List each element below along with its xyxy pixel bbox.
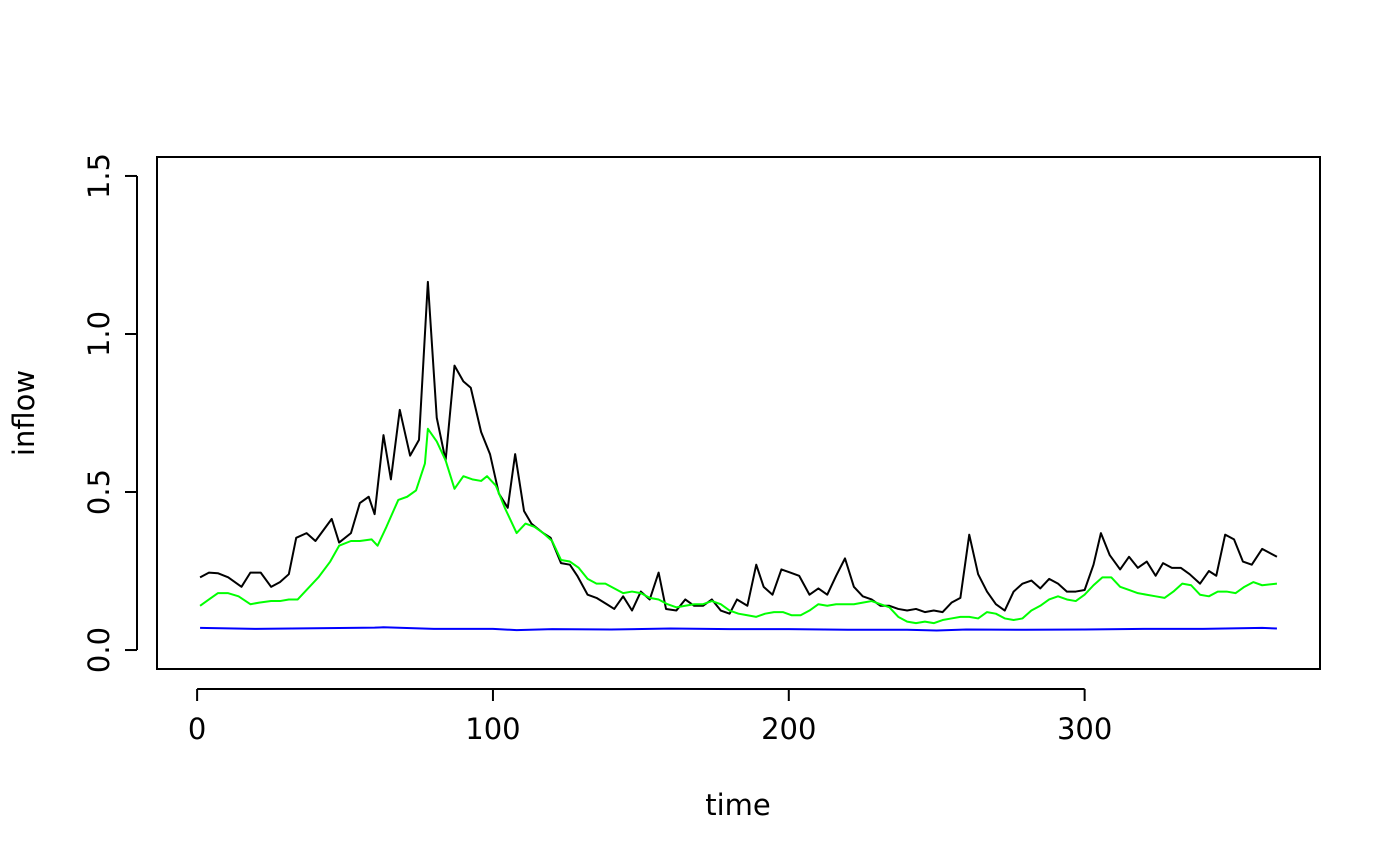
series-line <box>199 427 1278 625</box>
x-tick-label: 100 <box>465 712 520 746</box>
x-tick-label: 200 <box>761 712 816 746</box>
x-axis-label: time <box>705 788 771 822</box>
y-tick-label: 1.5 <box>82 153 116 199</box>
y-tick-label: 0.0 <box>82 627 116 673</box>
series-line <box>200 626 1277 632</box>
y-tick-label: 0.5 <box>82 469 116 515</box>
y-tick-label: 1.0 <box>82 311 116 357</box>
x-tick-label: 300 <box>1057 712 1112 746</box>
y-axis-label: inflow <box>7 370 41 456</box>
x-tick-label: 0 <box>188 712 206 746</box>
plot-box <box>156 156 1321 670</box>
series-line <box>199 280 1278 615</box>
